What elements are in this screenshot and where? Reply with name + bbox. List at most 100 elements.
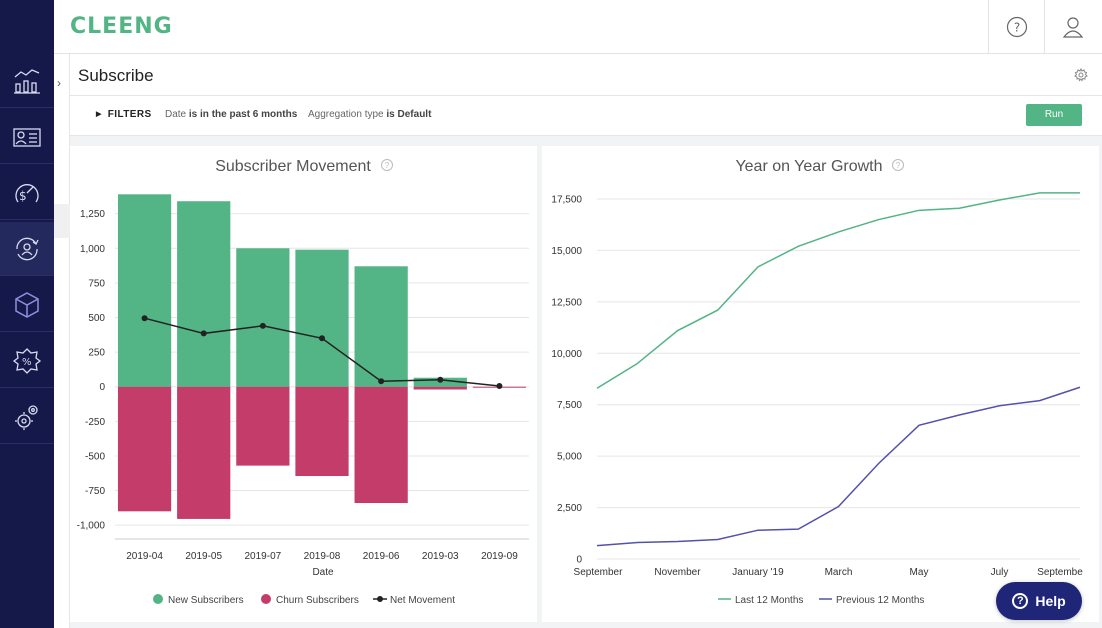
analytics-icon — [14, 68, 40, 94]
y-tick-label: 500 — [88, 313, 105, 324]
series-line — [596, 192, 1080, 389]
x-tick-label: Septembe — [1037, 567, 1083, 578]
svg-text:?: ? — [896, 161, 901, 170]
y-tick-label: -250 — [85, 417, 105, 428]
gear-icon[interactable] — [1074, 68, 1088, 82]
x-tick-label: 2019-03 — [422, 551, 459, 562]
x-tick-label: 2019-08 — [304, 551, 341, 562]
question-circle-icon[interactable]: ? — [381, 159, 393, 171]
aggregation-filter-value: is Default — [386, 109, 432, 120]
sidebar: $ % — [0, 0, 54, 628]
y-tick-label: 10,000 — [551, 349, 582, 360]
bar-new-subscribers — [236, 248, 290, 387]
date-filter[interactable]: Date is in the past 6 months — [165, 109, 297, 120]
y-tick-label: 2,500 — [557, 503, 582, 514]
run-button[interactable]: Run — [1026, 104, 1082, 126]
y-tick-label: 12,500 — [551, 297, 582, 308]
bar-new-subscribers — [177, 201, 231, 387]
sidebar-item-revenue[interactable]: $ — [0, 166, 54, 220]
question-circle-icon: ? — [1006, 16, 1027, 38]
legend-marker — [261, 594, 271, 604]
x-tick-label: March — [825, 567, 853, 578]
x-tick-label: 2019-06 — [363, 551, 400, 562]
help-center-button[interactable]: ? — [988, 0, 1044, 54]
net-movement-point — [496, 383, 503, 390]
x-tick-label: November — [654, 567, 701, 578]
cube-offers-icon — [15, 291, 39, 318]
chart-title: Year on Year Growth — [735, 158, 882, 175]
page-header: Subscribe — [70, 54, 1102, 96]
y-tick-label: -500 — [85, 451, 105, 462]
discount-badge-icon: % — [12, 347, 42, 374]
question-icon: ? — [1012, 593, 1029, 609]
legend-label: Last 12 Months — [735, 595, 803, 606]
legend-marker — [153, 594, 163, 604]
net-movement-point — [319, 335, 325, 342]
sidebar-item-subscribers[interactable] — [0, 222, 54, 276]
sidebar-item-discounts[interactable]: % — [0, 334, 54, 388]
user-menu-button[interactable] — [1044, 0, 1100, 54]
legend-marker — [377, 596, 383, 602]
sidebar-item-offers[interactable] — [0, 278, 54, 332]
help-label: Help — [1035, 593, 1066, 609]
side-panel-toggle[interactable]: › — [54, 54, 70, 628]
y-tick-label: 17,500 — [551, 195, 582, 206]
x-tick-label: May — [910, 567, 929, 578]
bar-churn-subscribers — [177, 386, 231, 519]
side-panel-tab — [54, 204, 70, 238]
y-tick-label: -1,000 — [77, 521, 106, 532]
x-tick-label: 2019-04 — [126, 551, 163, 562]
y-tick-label: 7,500 — [557, 400, 582, 411]
bar-new-subscribers — [354, 266, 408, 387]
y-tick-label: 5,000 — [557, 452, 582, 463]
svg-text:?: ? — [1013, 21, 1019, 35]
svg-text:?: ? — [385, 161, 390, 170]
question-circle-icon[interactable]: ? — [892, 159, 904, 171]
subscriber-refresh-icon — [16, 237, 39, 260]
y-tick-label: 15,000 — [551, 246, 582, 257]
subscriber-movement-chart: Subscriber Movement ? -1,000 -750 -500 -250 0 2… — [77, 158, 529, 606]
x-tick-label: July — [991, 567, 1009, 578]
net-movement-point — [200, 330, 207, 337]
bar-churn-subscribers — [413, 386, 467, 390]
help-button[interactable]: ? Help — [996, 582, 1082, 620]
year-on-year-panel: Year on Year Growth? 0 2,500 5,000 7,500 10,0… — [542, 146, 1099, 622]
customer-card-icon — [13, 127, 41, 147]
filters-label: FILTERS — [107, 109, 152, 120]
y-tick-label: 0 — [576, 555, 582, 566]
filters-toggle[interactable]: ▶ FILTERS — [96, 109, 152, 120]
x-tick-label: 2019-07 — [245, 551, 282, 562]
date-filter-label: Date — [165, 109, 187, 120]
legend-label: New Subscribers — [168, 595, 244, 606]
net-movement-point — [378, 378, 385, 385]
x-tick-label: 2019-05 — [185, 551, 222, 562]
filters-bar: ▶ FILTERS Date is in the past 6 months Ag… — [70, 96, 1102, 136]
legend-label: Net Movement — [390, 595, 455, 606]
x-axis-label: Date — [312, 567, 334, 578]
svg-text:$: $ — [19, 189, 27, 203]
bar-churn-subscribers — [295, 386, 349, 477]
bar-churn-subscribers — [117, 386, 172, 512]
x-tick-label: September — [574, 567, 624, 578]
aggregation-filter-label: Aggregation type — [308, 109, 384, 120]
sidebar-item-analytics[interactable] — [0, 54, 54, 108]
net-movement-point — [437, 376, 444, 383]
x-tick-label: January '19 — [732, 567, 784, 578]
legend-label: Churn Subscribers — [276, 595, 359, 606]
sidebar-item-settings[interactable] — [0, 390, 54, 444]
net-movement-point — [259, 322, 266, 329]
chart-title: Subscriber Movement — [215, 158, 371, 175]
aggregation-filter[interactable]: Aggregation type is Default — [308, 109, 431, 120]
y-tick-label: 1,000 — [80, 244, 105, 255]
year-on-year-chart: Year on Year Growth ? 0 2,500 5,000 7,500 10,0… — [551, 158, 1083, 606]
sidebar-item-customers[interactable] — [0, 110, 54, 164]
caret-right-icon: ▶ — [96, 111, 102, 118]
legend-label: Previous 12 Months — [836, 595, 924, 606]
svg-text:%: % — [22, 357, 32, 368]
net-movement-point — [141, 315, 148, 322]
bar-churn-subscribers — [236, 386, 290, 466]
cleeng-logo[interactable]: CLEENG — [70, 14, 173, 39]
date-filter-value: is in the past 6 months — [188, 109, 298, 120]
bar-new-subscribers — [117, 194, 172, 387]
y-tick-label: 0 — [99, 382, 105, 393]
